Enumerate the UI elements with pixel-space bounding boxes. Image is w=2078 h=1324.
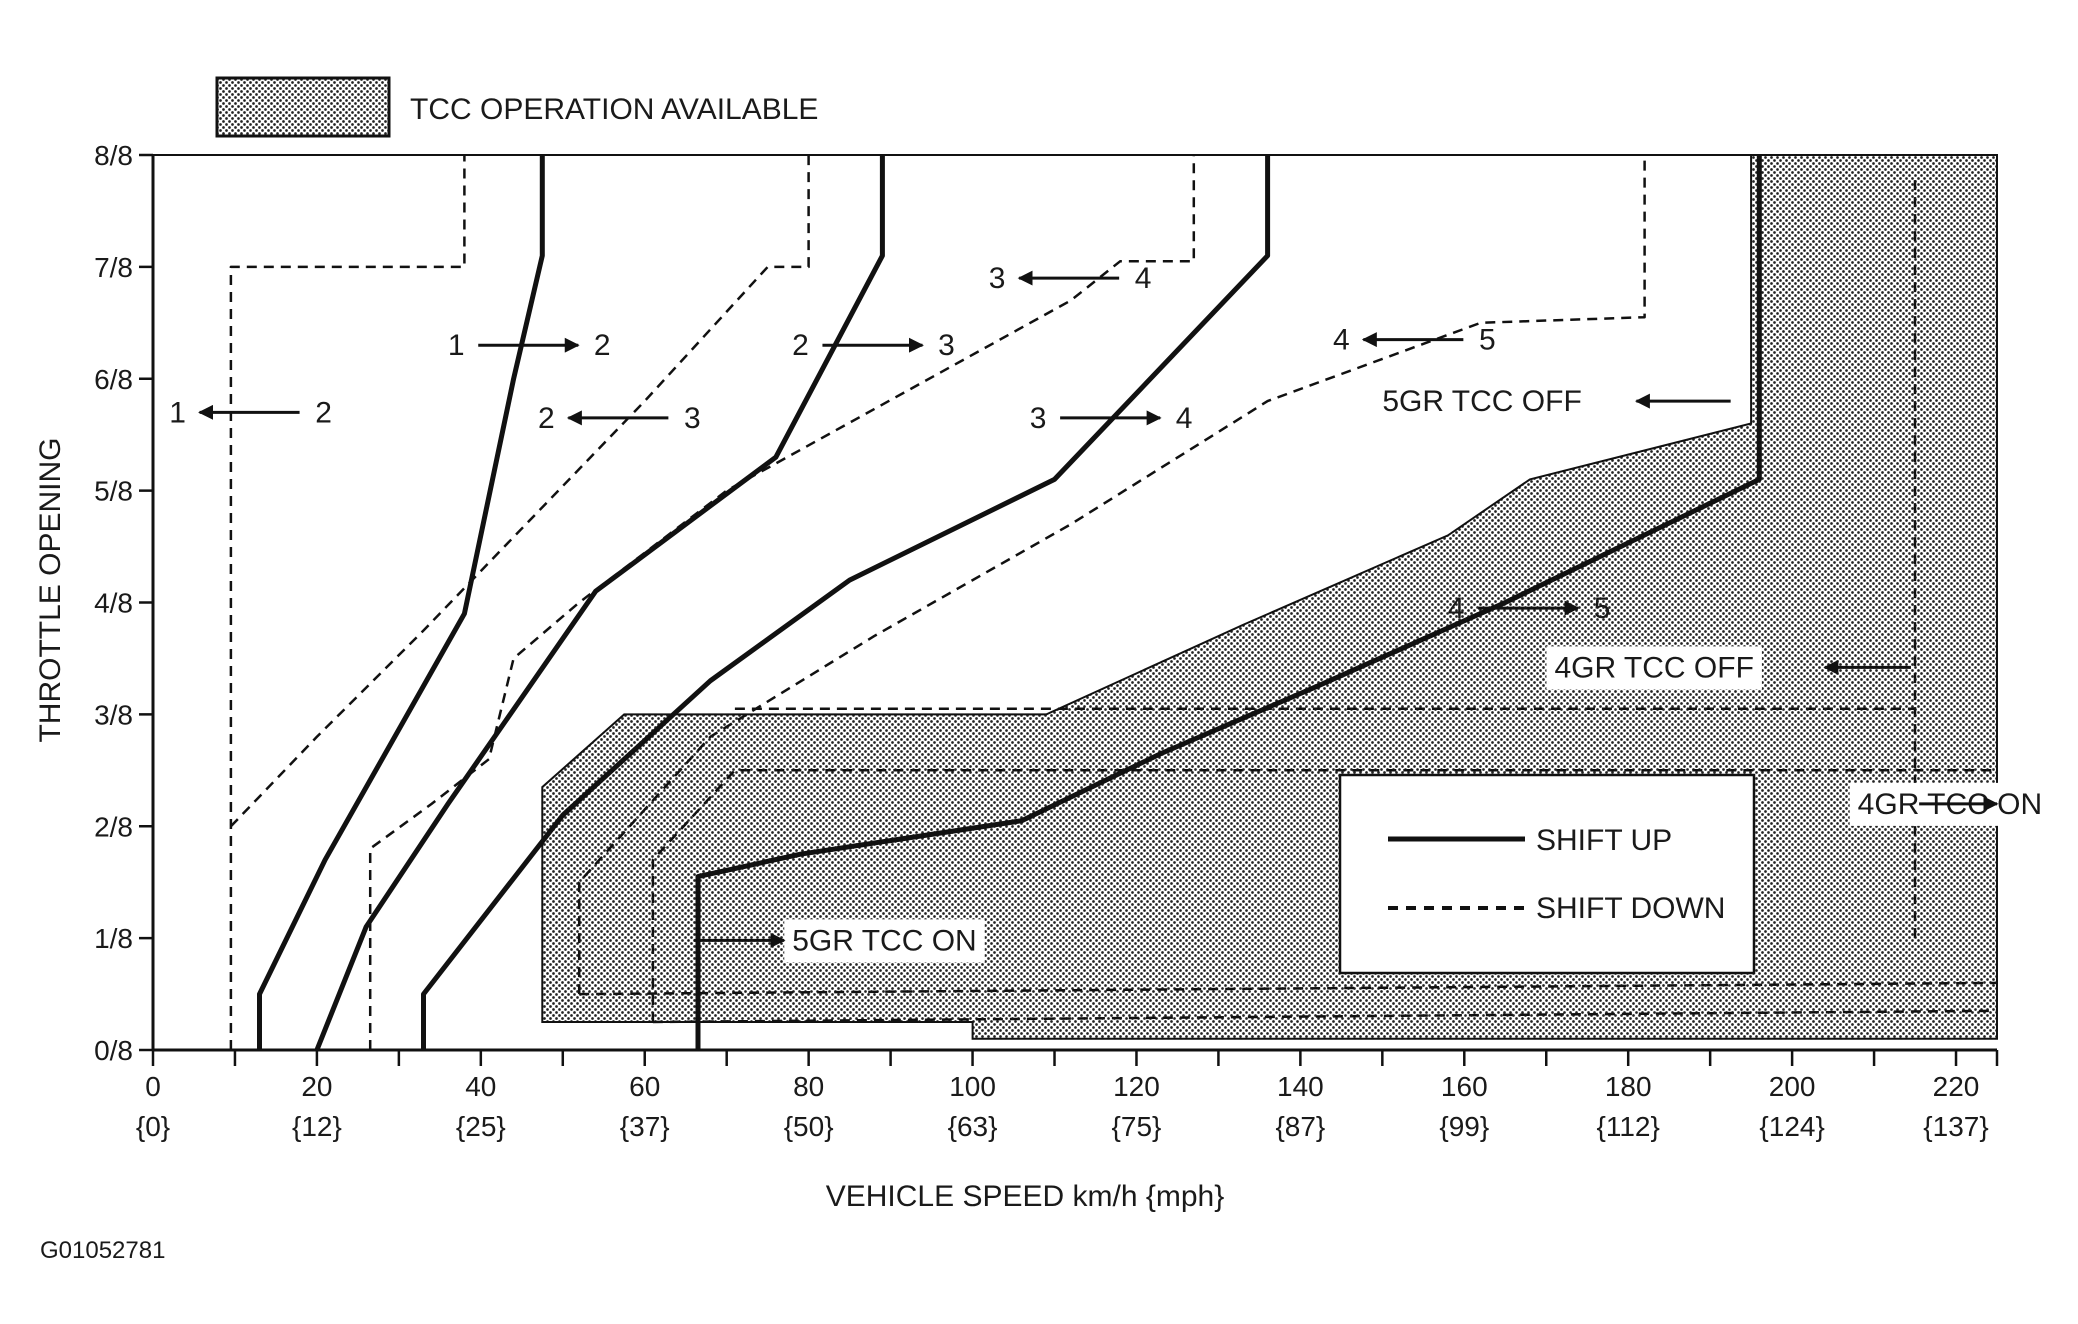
shift-label-from: 4 [1333,324,1350,357]
x-tick-label-mph: {75} [1112,1111,1162,1142]
y-tick-label: 1/8 [94,923,133,954]
y-tick-label: 2/8 [94,811,133,842]
y-tick-label: 7/8 [94,252,133,283]
tcc-regions [541,154,1998,1040]
y-axis-title: THROTTLE OPENING [34,437,67,742]
y-tick-label: 5/8 [94,476,133,507]
x-tick-label-kmh: 180 [1605,1071,1652,1102]
tcc-annotation-bg [1546,646,1762,690]
shift-label-to: 2 [594,329,611,362]
tcc-annotation-bg [784,919,985,963]
tcc-annotations: 5GR TCC OFF 4GR TCC OFF 4GR TCC ON 5GR TCC … [693,380,2051,963]
x-tick-label-mph: {0} [136,1111,170,1142]
x-tick-label-kmh: 200 [1769,1071,1816,1102]
shift-label-to: 4 [1176,402,1193,435]
x-tick-label-mph: {12} [292,1111,342,1142]
legend-shift-up-label: SHIFT UP [1536,824,1672,857]
shift-label-to: 3 [938,329,955,362]
x-tick-label-kmh: 100 [949,1071,996,1102]
shift-label-from: 1 [448,329,465,362]
tcc-annotation-3: 5GR TCC ON [693,919,985,963]
series-legend: SHIFT UP SHIFT DOWN [1338,773,1756,975]
x-tick-label-mph: {112} [1597,1111,1660,1142]
shift-label-from: 1 [169,396,186,429]
x-tick-label-mph: {124} [1759,1111,1824,1142]
shift-label-from: 2 [792,329,809,362]
shift-lines [229,155,1998,1051]
shift-label-from: 2 [538,402,555,435]
tcc-legend: TCC OPERATION AVAILABLE [215,76,818,138]
shift-down-line-9 [579,981,1998,996]
tcc-annotation-text: 5GR TCC OFF [1382,385,1581,418]
x-ticks: 0 {0} 20 {12} 40 {25} 60 {37} 80 {50} 100 {63} 120 {7… [136,1050,1999,1142]
tcc-legend-swatch [215,76,391,138]
x-tick-label-mph: {50} [784,1111,834,1142]
shift-down-line-7 [577,155,1646,995]
shift-labels: 1 21 22 32 33 43 44 54 5 [169,262,1610,625]
x-tick-label-mph: {87} [1275,1111,1325,1142]
tcc-annotation-bg [1374,380,1590,424]
shift-label-to: 3 [684,402,701,435]
tcc-annotation-0: 5GR TCC OFF [1374,380,1731,424]
shift-label-to: 4 [1135,262,1152,295]
y-tick-label: 3/8 [94,699,133,730]
y-tick-label: 0/8 [94,1035,133,1066]
tcc-region-0 [541,154,1998,1040]
x-tick-label-mph: {63} [948,1111,998,1142]
shift-up-line-3 [695,155,1762,1050]
y-tick-label: 4/8 [94,588,133,619]
x-tick-label-kmh: 220 [1933,1071,1980,1102]
x-axis-title: VEHICLE SPEED km/h {mph} [826,1180,1225,1213]
figure-id: G01052781 [40,1237,165,1264]
x-tick-label-kmh: 160 [1441,1071,1488,1102]
legend-shift-down-label: SHIFT DOWN [1536,892,1725,925]
shift-label-from: 4 [1448,592,1465,625]
tcc-legend-label: TCC OPERATION AVAILABLE [410,93,818,126]
x-tick-label-mph: {37} [620,1111,670,1142]
x-tick-label-mph: {25} [456,1111,506,1142]
series-legend-box [1338,773,1756,975]
tcc-annotation-2: 4GR TCC ON [1849,782,2051,826]
tcc-annotation-text: 4GR TCC OFF [1554,651,1753,684]
x-tick-label-mph: {99} [1439,1111,1489,1142]
x-tick-label-kmh: 60 [629,1071,660,1102]
x-tick-label-kmh: 40 [465,1071,496,1102]
shift-up-line-0 [257,155,545,1050]
shift-label-from: 3 [989,262,1006,295]
shift-up-line-2 [421,155,1271,1050]
shift-down-line-8 [651,769,1997,1022]
shift-label-to: 5 [1594,592,1611,625]
x-tick-label-kmh: 20 [301,1071,332,1102]
x-tick-label-kmh: 0 [145,1071,161,1102]
shift-up-line-1 [314,155,885,1051]
shift-label-from: 3 [1030,402,1047,435]
y-ticks: 0/8 1/8 2/8 3/8 4/8 5/8 6/8 7/8 8/8 [94,140,153,1066]
tcc-annotation-1: 4GR TCC OFF [1546,646,1911,690]
x-tick-label-mph: {137} [1923,1111,1988,1142]
x-tick-label-kmh: 120 [1113,1071,1160,1102]
shift-label-to: 5 [1479,324,1496,357]
shift-down-line-5 [229,155,810,828]
x-tick-label-kmh: 80 [793,1071,824,1102]
shift-label-to: 2 [315,396,332,429]
shift-down-line-4 [229,155,466,1050]
x-tick-label-kmh: 140 [1277,1071,1324,1102]
tcc-annotation-text: 5GR TCC ON [792,924,976,957]
shift-down-line-10 [652,1009,1998,1024]
y-tick-label: 6/8 [94,364,133,395]
y-tick-label: 8/8 [94,140,133,171]
